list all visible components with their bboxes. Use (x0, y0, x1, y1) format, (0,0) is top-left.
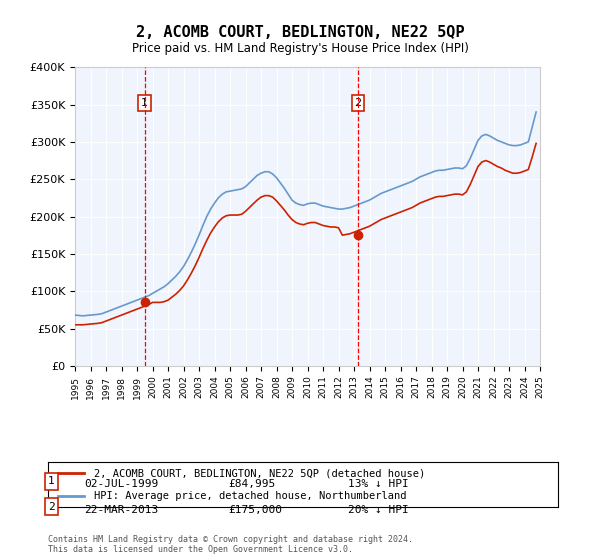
Text: £175,000: £175,000 (228, 505, 282, 515)
Text: 2, ACOMB COURT, BEDLINGTON, NE22 5QP: 2, ACOMB COURT, BEDLINGTON, NE22 5QP (136, 25, 464, 40)
Text: HPI: Average price, detached house, Northumberland: HPI: Average price, detached house, Nort… (94, 491, 406, 501)
Text: 22-MAR-2013: 22-MAR-2013 (84, 505, 158, 515)
Text: 20% ↓ HPI: 20% ↓ HPI (348, 505, 409, 515)
Text: 2: 2 (48, 502, 55, 512)
Text: Price paid vs. HM Land Registry's House Price Index (HPI): Price paid vs. HM Land Registry's House … (131, 42, 469, 55)
Text: 13% ↓ HPI: 13% ↓ HPI (348, 479, 409, 489)
Text: 1: 1 (141, 98, 148, 108)
Text: 1: 1 (48, 477, 55, 487)
Text: 2, ACOMB COURT, BEDLINGTON, NE22 5QP (detached house): 2, ACOMB COURT, BEDLINGTON, NE22 5QP (de… (94, 468, 425, 478)
Text: Contains HM Land Registry data © Crown copyright and database right 2024.
This d: Contains HM Land Registry data © Crown c… (48, 535, 413, 554)
Text: £84,995: £84,995 (228, 479, 275, 489)
Text: 2: 2 (355, 98, 361, 108)
Text: 02-JUL-1999: 02-JUL-1999 (84, 479, 158, 489)
